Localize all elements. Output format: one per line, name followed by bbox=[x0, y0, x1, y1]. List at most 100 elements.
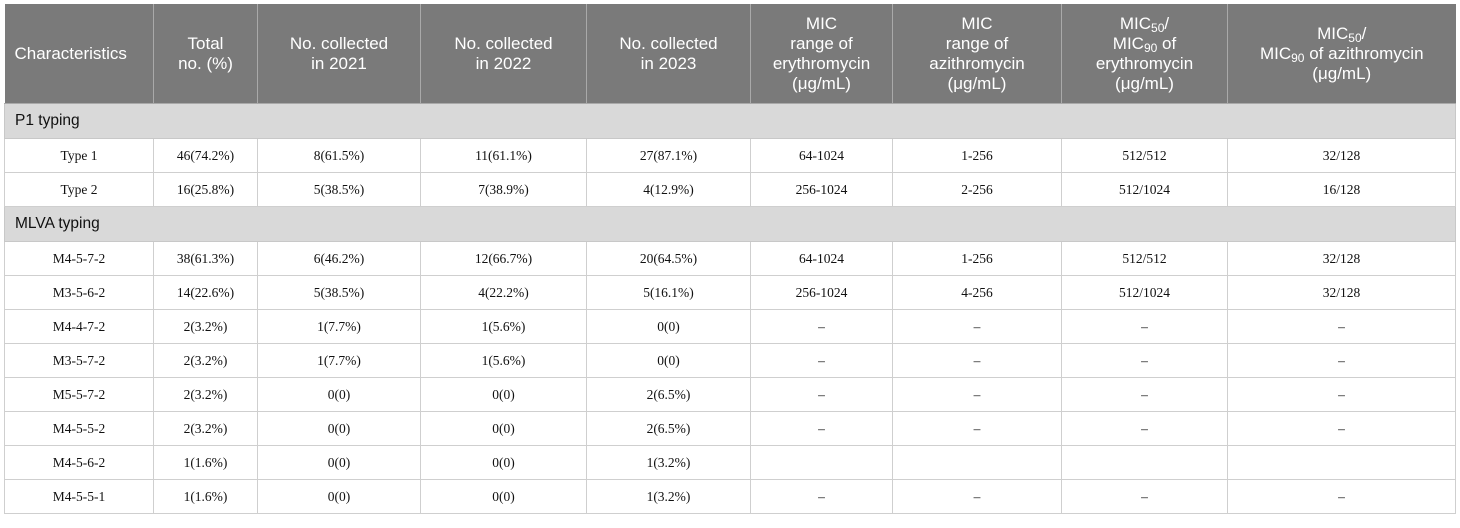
table-cell: 2(6.5%) bbox=[586, 377, 751, 412]
table-cell: 1(1.6%) bbox=[153, 479, 258, 514]
table-cell: 32/128 bbox=[1227, 138, 1456, 173]
table-cell: 0(0) bbox=[257, 411, 421, 446]
section-title: P1 typing bbox=[4, 103, 1456, 139]
table-cell: 32/128 bbox=[1227, 275, 1456, 310]
table-cell: 0(0) bbox=[420, 479, 587, 514]
table-cell: M4-4-7-2 bbox=[4, 309, 154, 344]
header-row: Characteristics Total no. (%) No. collect… bbox=[4, 4, 1456, 104]
table-cell: 0(0) bbox=[586, 309, 751, 344]
table-cell: 11(61.1%) bbox=[420, 138, 587, 173]
table-cell: – bbox=[750, 411, 893, 446]
table-cell: – bbox=[750, 479, 893, 514]
table-cell: 1(3.2%) bbox=[586, 445, 751, 480]
section-row-mlva-typing: MLVA typing bbox=[4, 206, 1456, 242]
table-cell: 2-256 bbox=[892, 172, 1062, 207]
table-cell: 2(6.5%) bbox=[586, 411, 751, 446]
table-row: M4-5-5-2 2(3.2%) 0(0) 0(0) 2(6.5%) – – –… bbox=[4, 411, 1456, 446]
table-cell: – bbox=[1061, 479, 1228, 514]
header-collected-2023: No. collected in 2023 bbox=[586, 4, 751, 104]
table-cell: 512/512 bbox=[1061, 241, 1228, 276]
table-row: M4-5-7-2 38(61.3%) 6(46.2%) 12(66.7%) 20… bbox=[4, 241, 1456, 276]
table-cell: 0(0) bbox=[420, 411, 587, 446]
table-cell: 1(1.6%) bbox=[153, 445, 258, 480]
table-container: Characteristics Total no. (%) No. collect… bbox=[4, 4, 1456, 514]
header-collected-2022: No. collected in 2022 bbox=[420, 4, 587, 104]
table-cell: 8(61.5%) bbox=[257, 138, 421, 173]
table-cell: 512/1024 bbox=[1061, 275, 1228, 310]
header-collected-2021: No. collected in 2021 bbox=[257, 4, 421, 104]
table-cell: 2(3.2%) bbox=[153, 309, 258, 344]
table-cell: – bbox=[750, 377, 893, 412]
table-cell: – bbox=[1061, 343, 1228, 378]
table-cell: 1(7.7%) bbox=[257, 343, 421, 378]
table-cell: 32/128 bbox=[1227, 241, 1456, 276]
section-title: MLVA typing bbox=[4, 206, 1456, 242]
table-cell: – bbox=[1227, 377, 1456, 412]
table-cell: Type 2 bbox=[4, 172, 154, 207]
table-cell: 512/512 bbox=[1061, 138, 1228, 173]
table-cell: 20(64.5%) bbox=[586, 241, 751, 276]
table-cell: 1(7.7%) bbox=[257, 309, 421, 344]
table-cell: 16/128 bbox=[1227, 172, 1456, 207]
table-cell: M4-5-5-2 bbox=[4, 411, 154, 446]
table-cell bbox=[750, 445, 893, 480]
table-cell: M4-5-7-2 bbox=[4, 241, 154, 276]
table-cell: 4(12.9%) bbox=[586, 172, 751, 207]
table-cell bbox=[1061, 445, 1228, 480]
header-mic-range-erythromycin: MIC range of erythromycin (μg/mL) bbox=[750, 4, 893, 104]
table-cell: 256-1024 bbox=[750, 275, 893, 310]
table-row: M4-4-7-2 2(3.2%) 1(7.7%) 1(5.6%) 0(0) – … bbox=[4, 309, 1456, 344]
table-cell bbox=[1227, 445, 1456, 480]
table-cell: 2(3.2%) bbox=[153, 343, 258, 378]
table-cell: M4-5-5-1 bbox=[4, 479, 154, 514]
table-cell: 0(0) bbox=[257, 377, 421, 412]
table-cell: M3-5-7-2 bbox=[4, 343, 154, 378]
table-row: M4-5-6-2 1(1.6%) 0(0) 0(0) 1(3.2%) bbox=[4, 445, 1456, 480]
table-cell: 12(66.7%) bbox=[420, 241, 587, 276]
table-cell: 5(38.5%) bbox=[257, 275, 421, 310]
table-cell: 2(3.2%) bbox=[153, 411, 258, 446]
table-cell: 0(0) bbox=[420, 377, 587, 412]
table-cell: – bbox=[750, 309, 893, 344]
table-cell: 27(87.1%) bbox=[586, 138, 751, 173]
table-cell: 1(5.6%) bbox=[420, 343, 587, 378]
table-cell: 1(5.6%) bbox=[420, 309, 587, 344]
table-cell: 0(0) bbox=[420, 445, 587, 480]
table-cell: 4-256 bbox=[892, 275, 1062, 310]
table-cell: 5(38.5%) bbox=[257, 172, 421, 207]
table-cell: – bbox=[1227, 343, 1456, 378]
table-cell: – bbox=[1227, 309, 1456, 344]
header-mic50-90-azithromycin: MIC50/MIC90 of azithromycin (μg/mL) bbox=[1227, 4, 1456, 104]
table-body: P1 typing Type 1 46(74.2%) 8(61.5%) 11(6… bbox=[4, 103, 1456, 514]
table-cell bbox=[892, 445, 1062, 480]
table-cell: – bbox=[892, 377, 1062, 412]
table-cell: 0(0) bbox=[586, 343, 751, 378]
header-characteristics: Characteristics bbox=[4, 4, 154, 104]
table-cell: 38(61.3%) bbox=[153, 241, 258, 276]
table-row: M5-5-7-2 2(3.2%) 0(0) 0(0) 2(6.5%) – – –… bbox=[4, 377, 1456, 412]
table-cell: – bbox=[1061, 309, 1228, 344]
table-cell: 46(74.2%) bbox=[153, 138, 258, 173]
table-cell: 1-256 bbox=[892, 138, 1062, 173]
table-cell: – bbox=[892, 309, 1062, 344]
table-cell: – bbox=[892, 479, 1062, 514]
table-cell: M4-5-6-2 bbox=[4, 445, 154, 480]
table-cell: 6(46.2%) bbox=[257, 241, 421, 276]
table-cell: 1-256 bbox=[892, 241, 1062, 276]
table-cell: – bbox=[892, 343, 1062, 378]
table-cell: 512/1024 bbox=[1061, 172, 1228, 207]
table-cell: 16(25.8%) bbox=[153, 172, 258, 207]
table-cell: – bbox=[1227, 479, 1456, 514]
table-cell: 4(22.2%) bbox=[420, 275, 587, 310]
header-mic-range-azithromycin: MIC range of azithromycin (μg/mL) bbox=[892, 4, 1062, 104]
table-cell: 5(16.1%) bbox=[586, 275, 751, 310]
section-row-p1-typing: P1 typing bbox=[4, 103, 1456, 139]
table-cell: 0(0) bbox=[257, 479, 421, 514]
table-cell: 256-1024 bbox=[750, 172, 893, 207]
table-cell: M5-5-7-2 bbox=[4, 377, 154, 412]
table-cell: – bbox=[750, 343, 893, 378]
table-cell: – bbox=[892, 411, 1062, 446]
table-header: Characteristics Total no. (%) No. collect… bbox=[4, 4, 1456, 104]
table-cell: 0(0) bbox=[257, 445, 421, 480]
header-total: Total no. (%) bbox=[153, 4, 258, 104]
